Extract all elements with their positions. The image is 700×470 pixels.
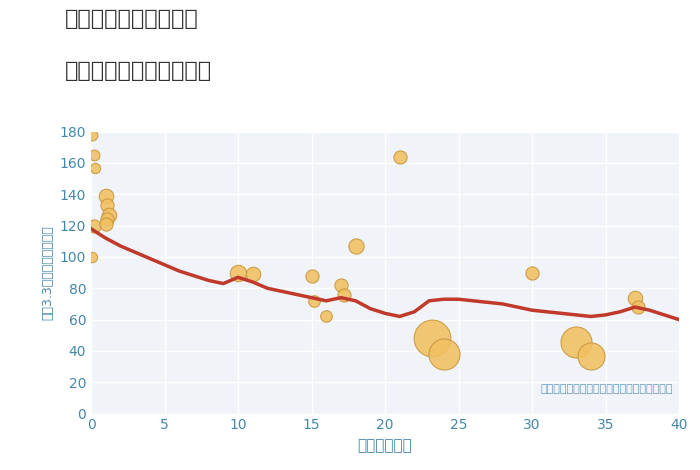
Point <box>87 253 98 261</box>
X-axis label: 築年数（年）: 築年数（年） <box>358 438 412 453</box>
Point <box>88 151 99 159</box>
Point <box>570 338 582 345</box>
Point <box>629 294 641 301</box>
Point <box>335 282 346 289</box>
Point <box>102 216 113 223</box>
Text: 築年数別中古戸建て価格: 築年数別中古戸建て価格 <box>65 61 212 81</box>
Point <box>232 269 244 276</box>
Point <box>103 211 114 219</box>
Point <box>350 242 361 250</box>
Point <box>526 269 538 276</box>
Point <box>87 131 98 139</box>
Point <box>90 164 101 172</box>
Text: 愛知県安城市相生町の: 愛知県安城市相生町の <box>65 9 199 30</box>
Point <box>309 297 320 305</box>
Point <box>102 202 113 209</box>
Point <box>426 335 438 342</box>
Text: 円の大きさは、取引のあった物件面積を示す: 円の大きさは、取引のあった物件面積を示す <box>540 384 673 394</box>
Point <box>100 220 111 228</box>
Point <box>100 192 111 200</box>
Point <box>338 291 349 298</box>
Point <box>321 313 332 320</box>
Point <box>306 272 317 280</box>
Point <box>88 222 99 229</box>
Point <box>247 270 258 278</box>
Y-axis label: 坪（3.3㎡）単価（万円）: 坪（3.3㎡）単価（万円） <box>41 225 54 320</box>
Point <box>632 303 643 311</box>
Point <box>438 350 449 358</box>
Point <box>585 352 596 360</box>
Point <box>394 153 405 160</box>
